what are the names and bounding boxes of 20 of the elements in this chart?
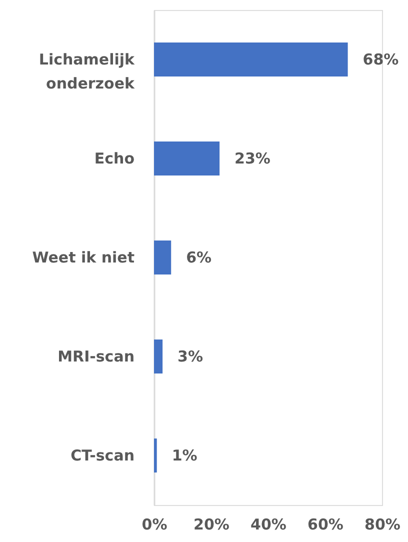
data-label: 68% — [362, 50, 399, 68]
y-tick-label: MRI-scan — [58, 348, 134, 366]
x-tick-label: 0% — [142, 516, 168, 534]
data-label: 23% — [234, 150, 270, 168]
x-tick-label: 80% — [364, 516, 400, 534]
y-tick-label: Weet ik niet — [32, 248, 134, 266]
x-tick-label: 40% — [250, 516, 286, 534]
x-tick-label: 60% — [308, 516, 344, 534]
data-label: 6% — [186, 248, 212, 266]
y-tick-label: Lichamelijk onderzoek — [38, 50, 136, 92]
data-label: 1% — [172, 446, 198, 464]
bar — [154, 438, 157, 472]
y-tick-label: CT-scan — [70, 446, 134, 464]
bar — [154, 142, 220, 176]
bar — [154, 42, 348, 76]
data-label: 3% — [178, 348, 204, 366]
x-tick-label: 20% — [194, 516, 230, 534]
bar — [154, 240, 172, 274]
bar — [154, 340, 163, 374]
y-tick-label: Echo — [94, 150, 134, 168]
